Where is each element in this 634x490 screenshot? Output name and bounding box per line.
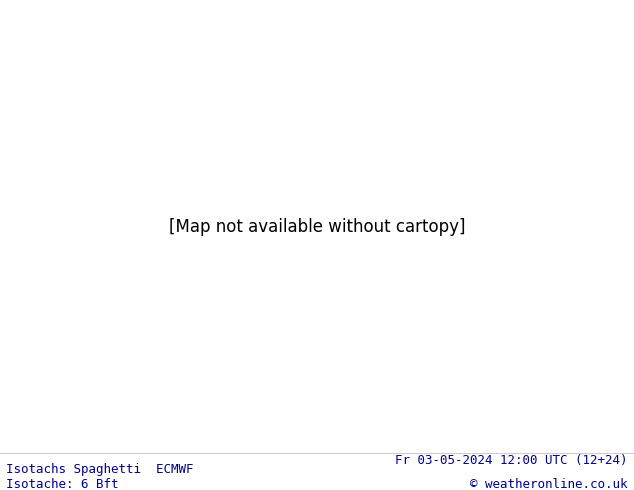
Text: Isotache: 6 Bft: Isotache: 6 Bft bbox=[6, 478, 119, 490]
Text: Isotachs Spaghetti  ECMWF: Isotachs Spaghetti ECMWF bbox=[6, 463, 194, 476]
Text: Fr 03-05-2024 12:00 UTC (12+24): Fr 03-05-2024 12:00 UTC (12+24) bbox=[395, 454, 628, 467]
Text: [Map not available without cartopy]: [Map not available without cartopy] bbox=[169, 218, 465, 236]
Text: © weatheronline.co.uk: © weatheronline.co.uk bbox=[470, 478, 628, 490]
